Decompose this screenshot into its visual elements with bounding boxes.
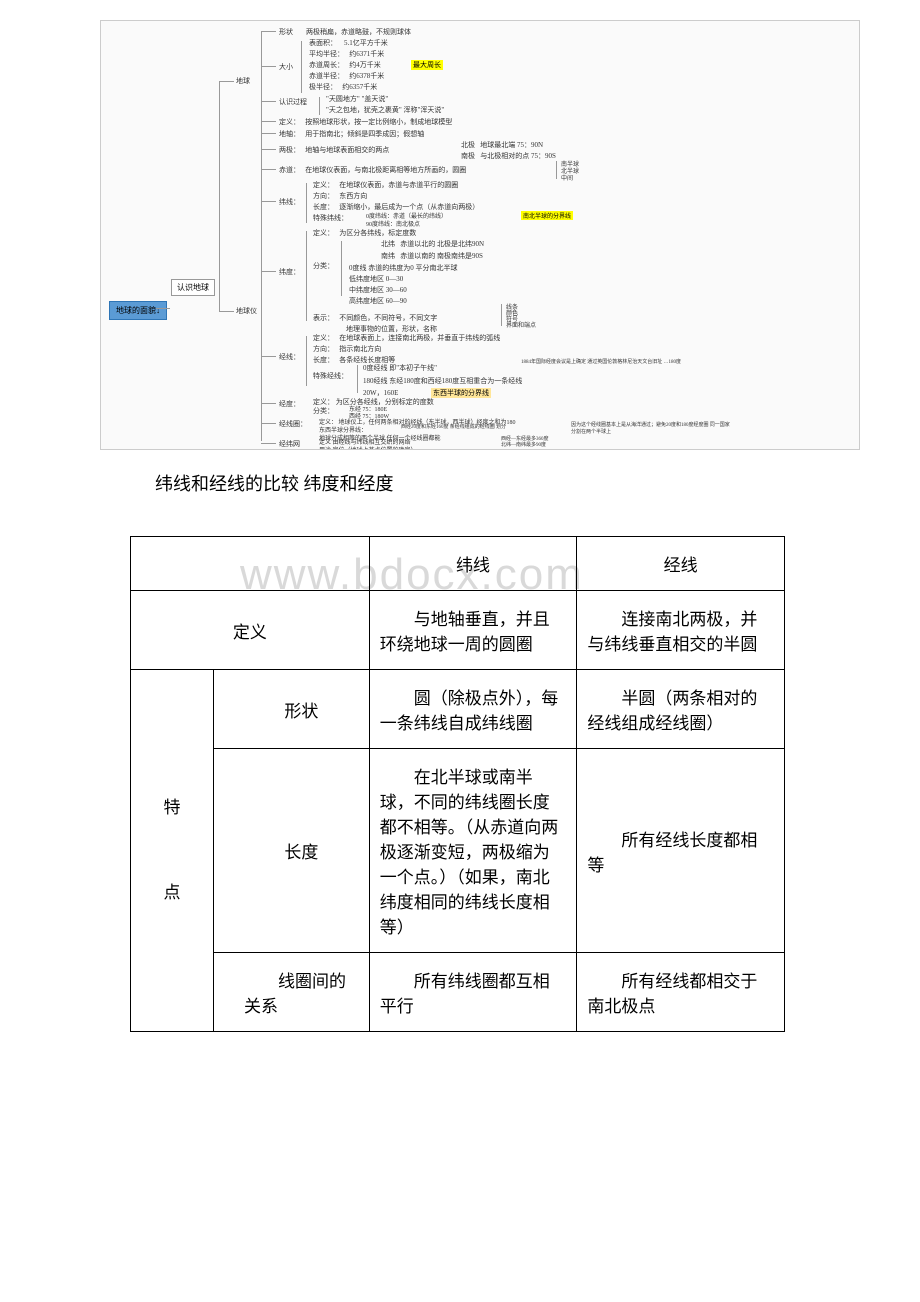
spole: 南极 与北极相对的点 75：90S xyxy=(461,151,556,161)
lon: 经度： xyxy=(279,399,300,409)
size-area: 表面积： 5.1亿平方千米 xyxy=(309,38,388,48)
row-length-label: 长度 xyxy=(214,749,370,953)
recog1: "天圆地方" "盖天说" xyxy=(326,94,388,104)
table-row: 特点 形状 圆（除极点外），每一条纬线自成纬线圈 半圆（两条相对的经线组成经线圈… xyxy=(131,670,785,749)
axis: 地轴： 用于指南北；倾斜是四季成因；假想轴 xyxy=(279,129,424,139)
lat-rs4: 界面和端点 xyxy=(506,320,536,329)
lat: 纬度： xyxy=(279,267,300,277)
row-relation-lon: 所有经线都相交于南北极点 xyxy=(577,953,785,1032)
lat-rep: 表示： 不同颜色，不同符号，不同文字 xyxy=(313,313,437,323)
lonlines: 经线： xyxy=(279,352,300,362)
size-eqr: 赤道半径： 约6378千米 xyxy=(309,71,384,81)
row-feature-label: 特点 xyxy=(131,670,214,1032)
lat-z3: 高纬度地区 60—90 xyxy=(349,296,407,306)
recog2: "天之包地，犹壳之裹黄" 浑称"浑天说" xyxy=(326,105,444,115)
sub-node: 认识地球 xyxy=(171,279,215,296)
lat-z1: 低纬度地区 0—30 xyxy=(349,274,403,284)
table-header-row: 纬线 经线 xyxy=(131,537,785,591)
shape-desc: 两极稍扁，赤道略鼓，不规则球体 xyxy=(306,27,411,37)
npole: 北极 地球最北端 75：90N xyxy=(461,140,543,150)
row-length-lat: 在北半球或南半球，不同的纬线圈长度都不相等。（从赤道向两极逐渐变短，两极缩为一个… xyxy=(369,749,577,953)
lon-cls: 分类： xyxy=(313,406,334,416)
lon-dir: 方向： 指示南北方向 xyxy=(313,344,381,354)
ll-spec: 特殊纬线： xyxy=(313,213,348,223)
grid: 经纬网 xyxy=(279,439,300,449)
row-shape-lat: 圆（除极点外），每一条纬线自成纬线圈 xyxy=(369,670,577,749)
eq-s3: 中间 xyxy=(561,173,573,182)
lat-s: 南纬 赤道以南的 南极南纬是90S xyxy=(381,251,483,261)
latlines: 纬线： xyxy=(279,197,300,207)
row-def-lat: 与地轴垂直，并且环绕地球一周的圆圈 xyxy=(369,591,577,670)
def: 定义： 按照地球形状，按一定比例缩小，制成地球模型 xyxy=(279,117,452,127)
lonloop: 经线圈： xyxy=(279,419,307,429)
size-polr: 极半径： 约6357千米 xyxy=(309,82,377,92)
grid-def-s2: 北纬—南纬最多90度 xyxy=(501,441,546,448)
row-def-label: 定义 xyxy=(131,591,370,670)
ll-spec1hl: 南北半球的分界线 xyxy=(521,211,573,220)
n-shape: 形状 xyxy=(279,27,293,37)
max-circ-hl: 最大周长 xyxy=(411,60,443,70)
ll-dir: 方向： 东西方向 xyxy=(313,191,367,201)
lat-cls: 分类： xyxy=(313,261,334,271)
equator: 赤道： 在地球仪表面，与南北极距离相等地方所画的，圆圈 xyxy=(279,165,466,175)
lon-spec0b: 1884年国际经度会议是上确定 通过英国伦敦格林尼治天文台旧址 …180度 xyxy=(521,358,701,365)
size-eqc: 赤道周长： 约4万千米 xyxy=(309,60,381,70)
earth-label: 地球 xyxy=(236,76,250,86)
row-shape-lon: 半圆（两条相对的经线组成经线圈） xyxy=(577,670,785,749)
table-row: 定义 与地轴垂直，并且环绕地球一周的圆圈 连接南北两极，并与纬线垂直相交的半圆 xyxy=(131,591,785,670)
mindmap-diagram: 地球的面貌↓ 认识地球 地球 地球仪 形状 两极稍扁，赤道略鼓，不规则球体 大小… xyxy=(100,20,860,450)
lat-def: 定义： 为区分各纬线，标定度数 xyxy=(313,228,416,238)
header-latline: 纬线 xyxy=(369,537,577,591)
n-size: 大小 xyxy=(279,62,293,72)
section-title: 纬线和经线的比较 纬度和经度 xyxy=(155,470,920,496)
ll-def: 定义： 在地球仪表面，赤道与赤道平行的圆圈 xyxy=(313,180,458,190)
grid-use: 用途 定位（地球上某点位置的确定） xyxy=(319,445,417,450)
root-node: 地球的面貌↓ xyxy=(109,301,167,320)
lat-0: 0度线 赤道的纬度为0 平分南北半球 xyxy=(349,263,458,273)
header-lonline: 经线 xyxy=(577,537,785,591)
lat-n: 北纬 赤道以北的 北极是北纬90N xyxy=(381,239,484,249)
recog: 认识过程 xyxy=(279,97,307,107)
header-empty xyxy=(131,537,370,591)
lon-def: 定义： 在地球表面上，连接南北两极，并垂直于纬线的弧线 xyxy=(313,333,500,343)
row-relation-label: 线圈间的关系 xyxy=(214,953,370,1032)
lonloop-ew2: 因为这个经线圈基本上是从海洋通过；避免20度和180度经度圈 同一国家分割在两个… xyxy=(571,421,731,435)
lon-spec20hl: 东西半球的分界线 xyxy=(431,388,491,398)
table-row: 长度 在北半球或南半球，不同的纬线圈长度都不相等。（从赤道向两极逐渐变短，两极缩… xyxy=(131,749,785,953)
lon-spec180: 180经线 东经180度和西经180度互相重合为一条经线 xyxy=(363,376,522,386)
lat-z2: 中纬度地区 30—60 xyxy=(349,285,407,295)
size-avgr: 平均半径： 约6371千米 xyxy=(309,49,384,59)
comparison-table: 纬线 经线 定义 与地轴垂直，并且环绕地球一周的圆圈 连接南北两极，并与纬线垂直… xyxy=(130,536,785,1032)
globe-label: 地球仪 xyxy=(236,306,257,316)
lon-spec0: 0度经线 即"本初子午线" xyxy=(363,363,437,373)
ll-spec2: 90度纬线：南北极点 xyxy=(366,219,420,228)
row-relation-lat: 所有纬线圈都互相平行 xyxy=(369,953,577,1032)
lon-spec: 特殊经线： xyxy=(313,371,348,381)
row-shape-label: 形状 xyxy=(214,670,370,749)
row-length-lon: 所有经线长度都相等 xyxy=(577,749,785,953)
row-def-lon: 连接南北两极，并与纬线垂直相交的半圆 xyxy=(577,591,785,670)
poles: 两极： 地轴与地球表面相交的两点 xyxy=(279,145,389,155)
lonloop-ew1: 西经20度和东经160度 条经线组成的经线圈 划分 xyxy=(401,423,506,430)
table-row: 线圈间的关系 所有纬线圈都互相平行 所有经线都相交于南北极点 xyxy=(131,953,785,1032)
